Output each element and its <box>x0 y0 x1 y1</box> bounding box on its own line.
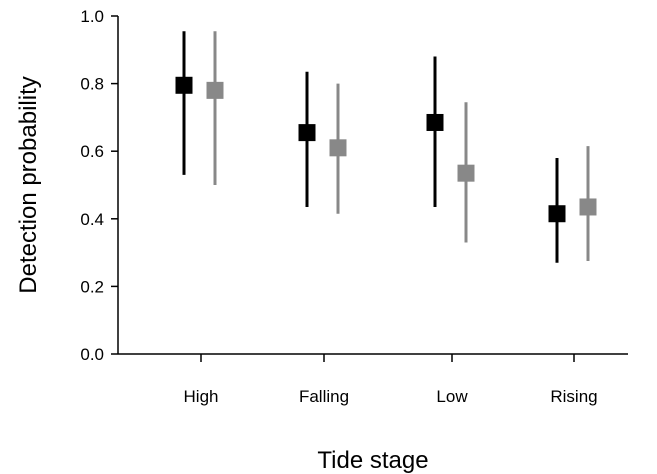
x-tick-label: Low <box>436 387 468 406</box>
y-ticks-group: 0.0 0.2 0.4 0.6 0.8 1.0 <box>80 7 118 364</box>
axes-group <box>117 16 628 355</box>
y-tick-label: 0.6 <box>80 142 104 161</box>
data-point <box>206 81 224 99</box>
x-ticks-group: High Falling Low Rising <box>184 354 598 406</box>
data-point <box>457 164 475 182</box>
x-tick-label: High <box>184 387 219 406</box>
y-tick-label: 0.0 <box>80 345 104 364</box>
marks-group <box>175 31 597 263</box>
y-tick-label: 0.8 <box>80 75 104 94</box>
data-point <box>548 205 566 223</box>
data-point <box>298 124 316 142</box>
x-tick-label: Falling <box>299 387 349 406</box>
data-point <box>579 198 597 216</box>
x-axis-title: Tide stage <box>317 447 428 474</box>
data-point <box>329 139 347 157</box>
data-point <box>175 76 193 94</box>
data-point <box>426 113 444 131</box>
y-tick-label: 0.2 <box>80 277 104 296</box>
y-tick-label: 1.0 <box>80 7 104 26</box>
y-tick-label: 0.4 <box>80 210 104 229</box>
x-tick-label: Rising <box>550 387 597 406</box>
y-axis-title: Detection probability <box>15 76 42 293</box>
